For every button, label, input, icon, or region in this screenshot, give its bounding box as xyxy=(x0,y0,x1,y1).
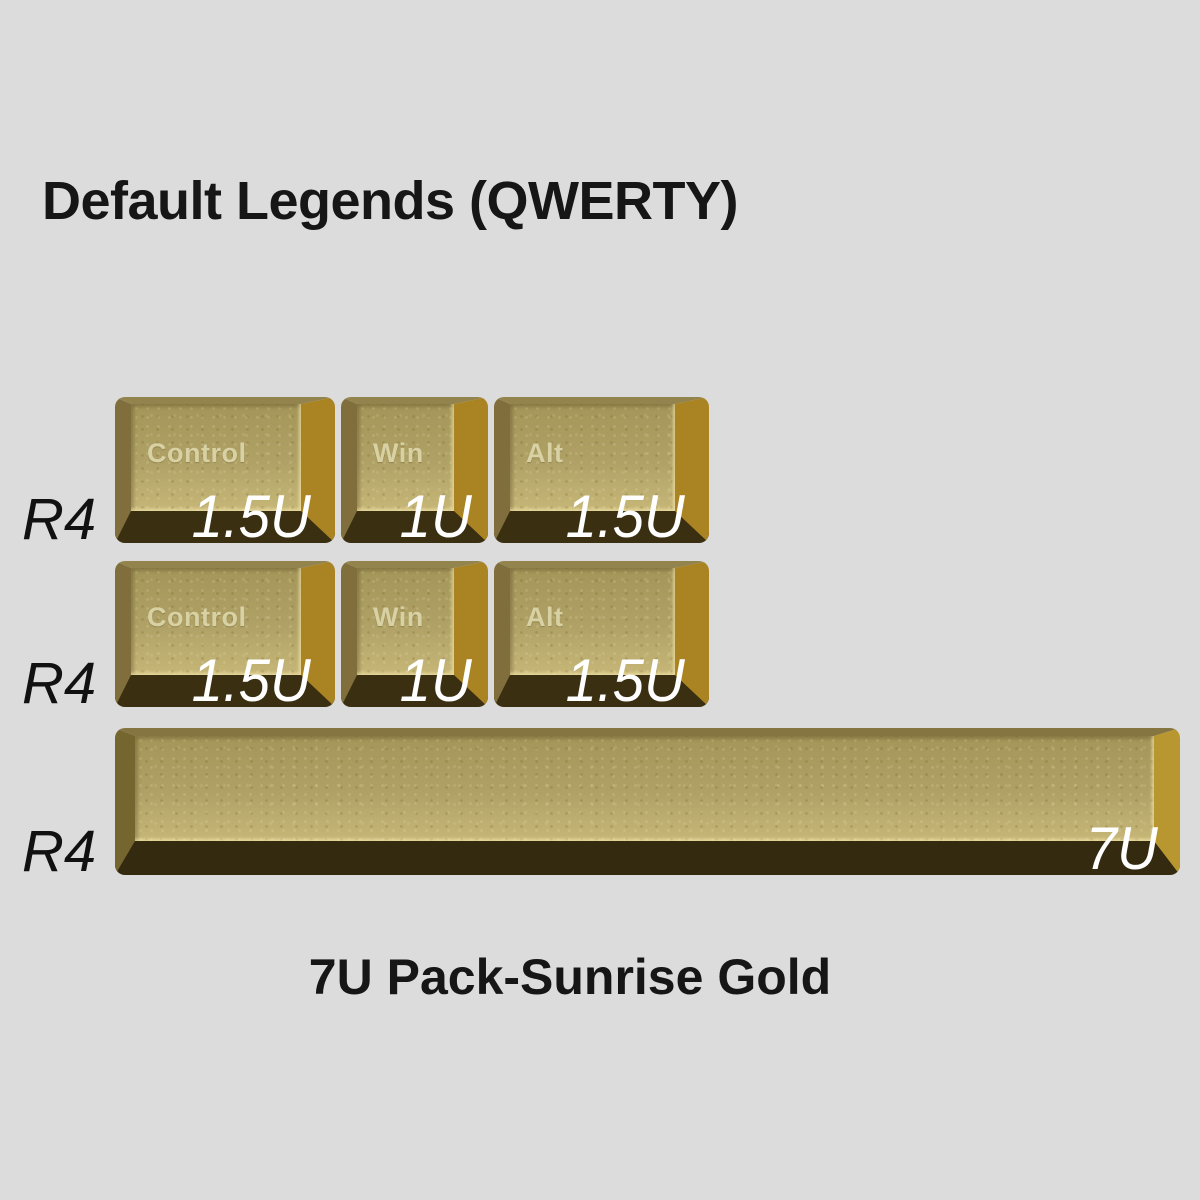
keycap-row-1: R4 Control 1.5U Win 1U Alt 1.5U xyxy=(0,397,1200,549)
row-profile-label: R4 xyxy=(22,651,97,716)
key-legend: Control xyxy=(147,438,247,468)
keycap-group: 7U xyxy=(115,728,1180,879)
keycap-row-3: R4 7U xyxy=(0,728,1200,881)
row-profile-label: R4 xyxy=(22,819,97,884)
product-caption: 7U Pack-Sunrise Gold xyxy=(308,949,832,1005)
key-size-label: 1.5U xyxy=(191,647,311,714)
key-size-label: 1U xyxy=(399,647,472,714)
key-legend: Alt xyxy=(526,602,564,632)
page-title: Default Legends (QWERTY) xyxy=(42,171,739,231)
keycap-group: Control 1.5U Win 1U Alt 1.5U xyxy=(115,561,709,711)
key-size-label: 1.5U xyxy=(565,483,685,550)
keycap-win: Win 1U xyxy=(341,561,488,711)
keycap-group: Control 1.5U Win 1U Alt 1.5U xyxy=(115,397,709,547)
keycap-control: Control 1.5U xyxy=(115,397,335,547)
keycap-spacebar-7u: 7U xyxy=(115,728,1180,879)
key-size-label: 1U xyxy=(399,483,472,550)
row-profile-label: R4 xyxy=(22,487,97,552)
key-legend: Control xyxy=(147,602,247,632)
key-size-label: 1.5U xyxy=(191,483,311,550)
keycap-win: Win 1U xyxy=(341,397,488,547)
key-legend: Win xyxy=(373,602,424,632)
key-size-label: 7U xyxy=(1085,815,1158,882)
keycap-alt: Alt 1.5U xyxy=(494,397,709,547)
key-legend: Alt xyxy=(526,438,564,468)
keycap-control: Control 1.5U xyxy=(115,561,335,711)
key-size-label: 1.5U xyxy=(565,647,685,714)
keycap-alt: Alt 1.5U xyxy=(494,561,709,711)
keycap-row-2: R4 Control 1.5U Win 1U Alt 1.5U xyxy=(0,561,1200,713)
key-legend: Win xyxy=(373,438,424,468)
